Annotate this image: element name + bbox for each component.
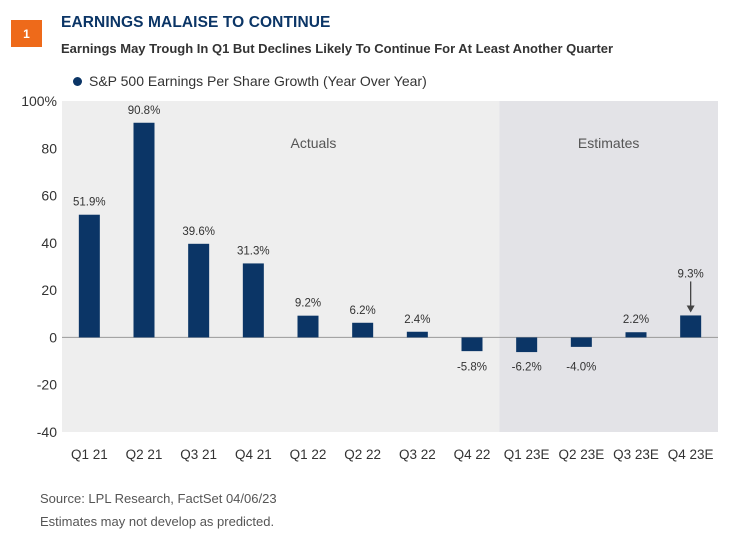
legend-marker-icon	[73, 76, 82, 86]
bar	[133, 122, 155, 338]
bar	[625, 332, 647, 338]
x-tick-label: Q1 23E	[504, 447, 550, 462]
x-tick-label: Q3 23E	[613, 447, 659, 462]
figure-number-badge: 1	[11, 20, 42, 47]
x-tick-label: Q3 22	[399, 447, 436, 462]
disclaimer-note: Estimates may not develop as predicted.	[40, 514, 275, 529]
bar	[188, 243, 210, 338]
x-tick-label: Q2 23E	[558, 447, 604, 462]
data-label: -5.8%	[457, 361, 487, 373]
legend: S&P 500 Earnings Per Share Growth (Year …	[73, 73, 427, 89]
data-label: -4.0%	[566, 361, 596, 373]
x-tick-label: Q1 21	[71, 447, 108, 462]
x-tick-label: Q1 22	[290, 447, 327, 462]
x-tick-label: Q4 22	[454, 447, 491, 462]
y-tick-label: 40	[41, 235, 57, 251]
bar	[461, 337, 483, 352]
x-tick-label: Q2 22	[344, 447, 381, 462]
chart-subtitle: Earnings May Trough In Q1 But Declines L…	[61, 41, 614, 56]
region-label-estimates: Estimates	[578, 135, 639, 151]
y-tick-label: 80	[41, 140, 57, 156]
data-label: 2.2%	[623, 314, 649, 326]
bar	[406, 331, 428, 338]
region-estimates-background	[499, 101, 718, 432]
bar	[78, 214, 100, 338]
bar	[352, 322, 374, 338]
x-tick-label: Q4 23E	[668, 447, 714, 462]
y-tick-label: 60	[41, 188, 57, 204]
annotation-arrow-head-icon	[686, 305, 695, 313]
bar	[516, 337, 538, 353]
data-label: 90.8%	[128, 105, 161, 117]
bar	[680, 315, 702, 338]
y-tick-label: -20	[37, 377, 57, 393]
data-label: 9.2%	[295, 298, 321, 310]
region-label-actuals: Actuals	[291, 135, 337, 151]
x-tick-label: Q2 21	[126, 447, 163, 462]
region-actuals-background	[62, 101, 500, 432]
y-tick-label: 20	[41, 282, 57, 298]
data-label: 9.3%	[678, 268, 704, 280]
x-tick-label: Q3 21	[180, 447, 217, 462]
data-label: 6.2%	[350, 305, 376, 317]
chart-title: EARNINGS MALAISE TO CONTINUE	[61, 14, 331, 31]
legend-label: S&P 500 Earnings Per Share Growth (Year …	[89, 73, 427, 89]
data-label: 2.4%	[404, 314, 430, 326]
source-note: Source: LPL Research, FactSet 04/06/23	[40, 491, 277, 506]
data-label: -6.2%	[512, 361, 542, 373]
bar	[570, 337, 592, 347]
bar	[242, 263, 264, 338]
x-tick-label: Q4 21	[235, 447, 272, 462]
data-label: 51.9%	[73, 197, 106, 209]
data-label: 31.3%	[237, 245, 270, 257]
y-tick-label: 100%	[21, 93, 57, 109]
y-tick-label: 0	[49, 329, 57, 345]
y-tick-label: -40	[37, 424, 57, 440]
bar	[297, 315, 319, 338]
data-label: 39.6%	[182, 226, 215, 238]
